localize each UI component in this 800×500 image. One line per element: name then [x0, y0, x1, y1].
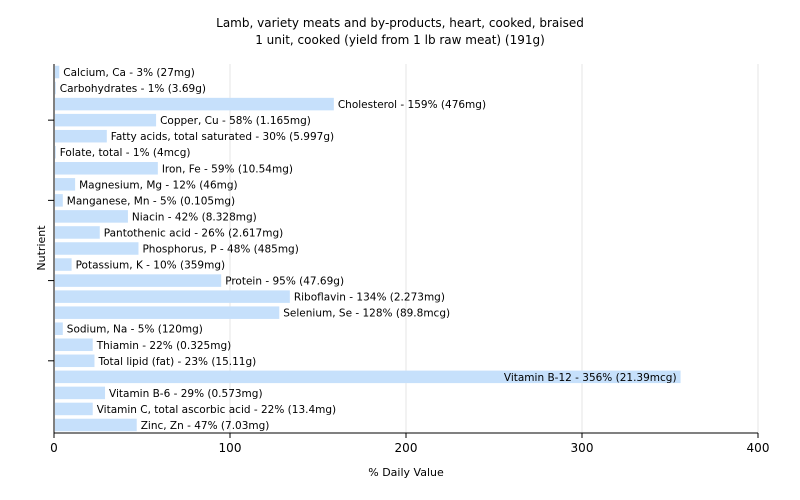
- bar-label: Cholesterol - 159% (476mg): [338, 99, 486, 111]
- bar-label: Fatty acids, total saturated - 30% (5.99…: [111, 131, 334, 143]
- bar: [55, 242, 139, 255]
- bar: [55, 290, 290, 303]
- bar-label: Manganese, Mn - 5% (0.105mg): [67, 195, 235, 207]
- bar-label: Carbohydrates - 1% (3.69g): [60, 83, 206, 95]
- bar-label: Copper, Cu - 58% (1.165mg): [160, 115, 311, 127]
- bar: [55, 194, 63, 207]
- bar-label: Thiamin - 22% (0.325mg): [96, 340, 232, 352]
- x-tick-label: 400: [747, 441, 770, 455]
- bar-label: Magnesium, Mg - 12% (46mg): [79, 179, 238, 191]
- chart-subtitle: 1 unit, cooked (yield from 1 lb raw meat…: [255, 33, 545, 47]
- bar: [55, 338, 93, 352]
- y-axis-title: Nutrient: [35, 225, 48, 271]
- bar: [55, 402, 93, 416]
- bar-label: Iron, Fe - 59% (10.54mg): [162, 163, 293, 175]
- bars: [55, 65, 681, 432]
- bar-label: Potassium, K - 10% (359mg): [76, 260, 226, 272]
- x-axis-title: % Daily Value: [368, 466, 444, 479]
- bar: [55, 162, 158, 175]
- bar-label: Protein - 95% (47.69g): [225, 276, 344, 288]
- bar: [55, 145, 56, 159]
- bar: [55, 226, 100, 239]
- bar: [55, 113, 157, 127]
- bar: [55, 418, 137, 432]
- bar-label: Vitamin C, total ascorbic acid - 22% (13…: [97, 404, 336, 416]
- bar-labels: Calcium, Ca - 3% (27mg) Carbohydrates - 1…: [60, 67, 677, 432]
- bar-label: Zinc, Zn - 47% (7.03mg): [141, 420, 270, 432]
- bar-label: Folate, total - 1% (4mcg): [60, 147, 191, 159]
- x-tick-label: 100: [219, 441, 242, 455]
- bar-label: Vitamin B-12 - 356% (21.39mcg): [504, 372, 677, 384]
- bar: [55, 129, 107, 143]
- bar: [55, 97, 334, 111]
- axes: 0 100 200 300 400: [48, 64, 769, 455]
- bar: [55, 178, 76, 191]
- bar-label: Vitamin B-6 - 29% (0.573mg): [109, 388, 263, 400]
- bar: [55, 370, 681, 384]
- bar: [55, 354, 95, 368]
- bar: [55, 306, 280, 319]
- x-tick-label: 200: [395, 441, 418, 455]
- bar-label: Calcium, Ca - 3% (27mg): [63, 67, 195, 79]
- bar: [55, 322, 63, 335]
- bar-label: Niacin - 42% (8.328mg): [132, 211, 257, 223]
- bar-label: Total lipid (fat) - 23% (15.11g): [97, 356, 256, 368]
- bar-label: Pantothenic acid - 26% (2.617mg): [104, 227, 283, 239]
- bar: [55, 386, 106, 400]
- bar: [55, 65, 60, 79]
- x-tick-label: 0: [50, 441, 58, 455]
- bar-label: Selenium, Se - 128% (89.8mcg): [283, 308, 450, 320]
- bar-label: Phosphorus, P - 48% (485mg): [142, 244, 298, 256]
- chart-title: Lamb, variety meats and by-products, hea…: [216, 16, 584, 30]
- bar: [55, 81, 56, 95]
- bar: [55, 274, 222, 287]
- x-tick-label: 300: [571, 441, 594, 455]
- bar: [55, 210, 128, 223]
- bar-label: Sodium, Na - 5% (120mg): [67, 324, 203, 336]
- bar: [55, 258, 72, 271]
- bar-label: Riboflavin - 134% (2.273mg): [294, 292, 445, 304]
